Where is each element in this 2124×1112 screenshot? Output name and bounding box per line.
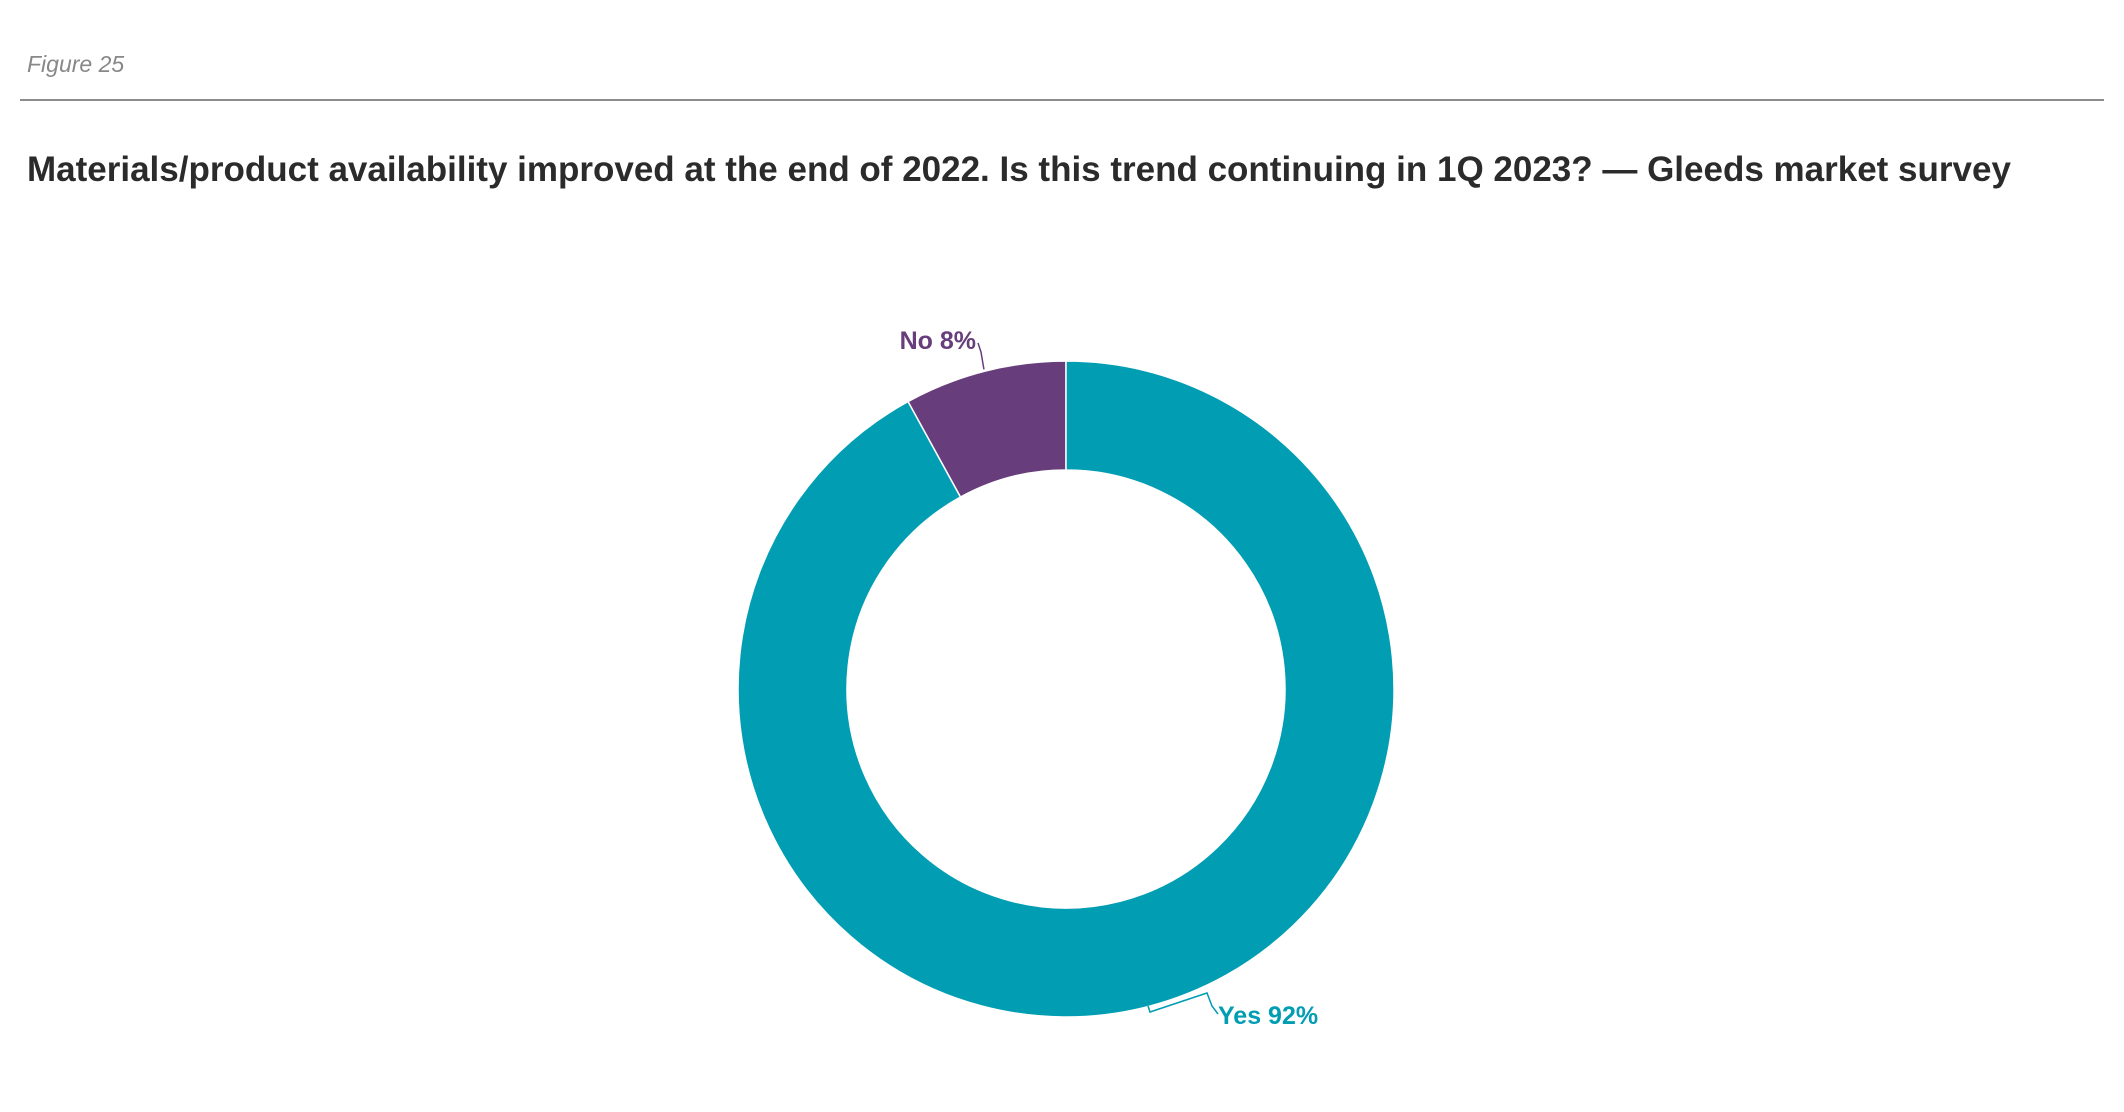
data-label-yes: Yes 92% <box>1218 1002 1318 1030</box>
donut-slice-yes <box>737 360 1395 1018</box>
chart-title: Materials/product availability improved … <box>27 150 2011 189</box>
leader-line-no <box>977 342 985 370</box>
data-label-no: No 8% <box>900 327 976 355</box>
leader-line-yes <box>1147 992 1219 1015</box>
header-divider <box>20 99 2104 101</box>
figure-number: Figure 25 <box>27 51 125 77</box>
